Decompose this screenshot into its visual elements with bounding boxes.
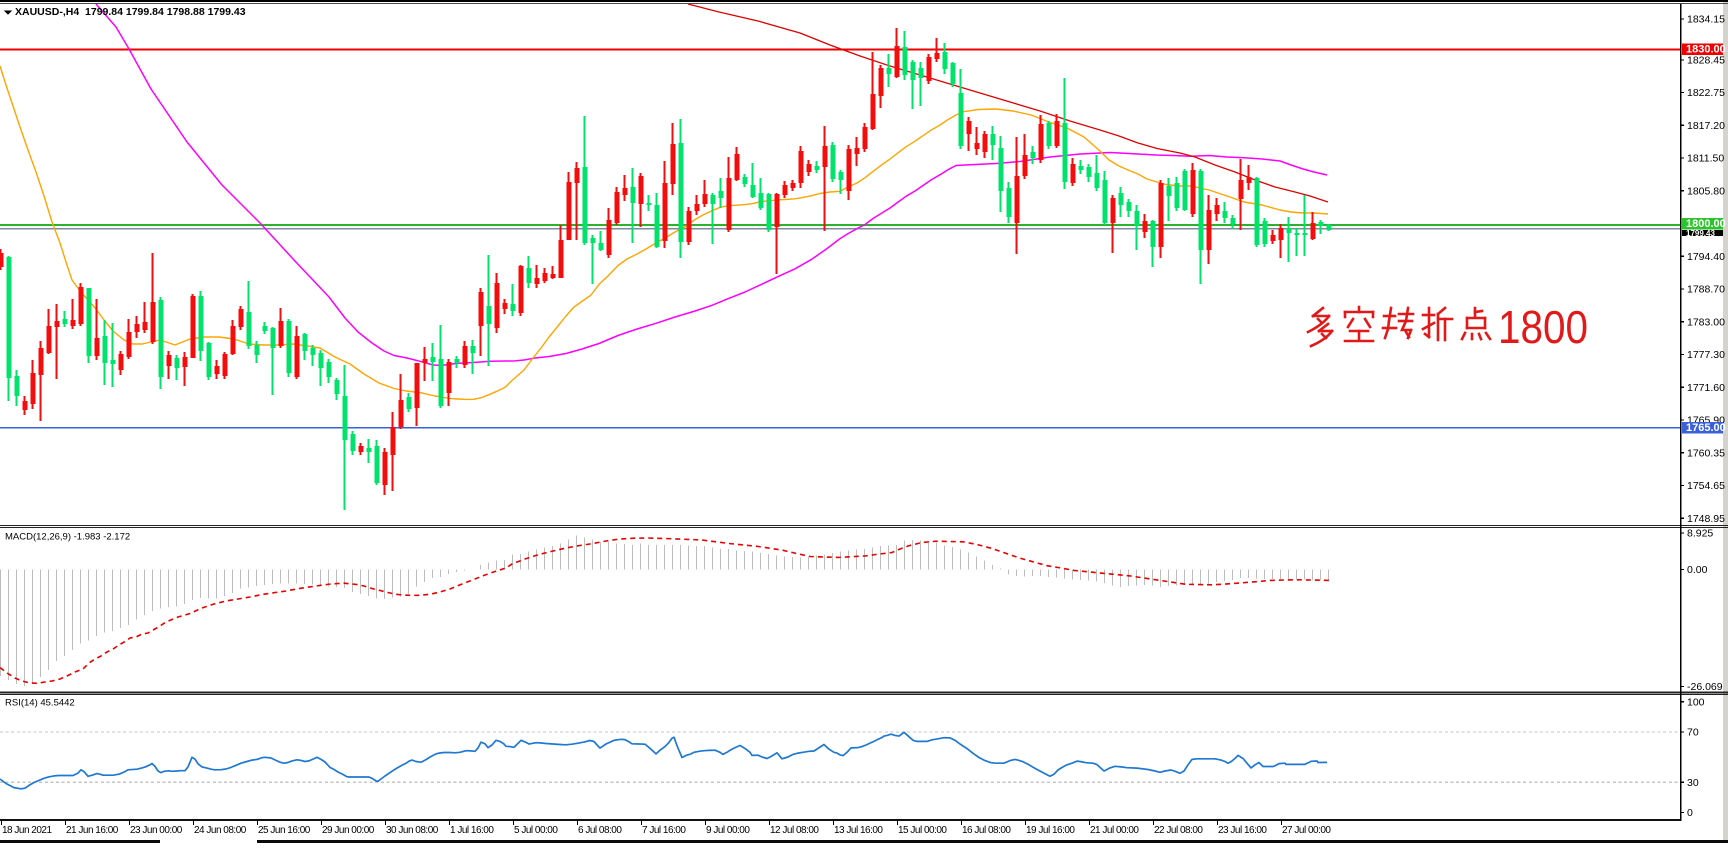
svg-text:24 Jun 08:00: 24 Jun 08:00 [194,825,247,836]
svg-text:70: 70 [1687,727,1699,739]
svg-text:15 Jul 00:00: 15 Jul 00:00 [898,825,947,836]
svg-text:23 Jun 00:00: 23 Jun 00:00 [130,825,183,836]
svg-text:1834.15: 1834.15 [1687,14,1725,26]
svg-text:1783.00: 1783.00 [1687,316,1725,328]
svg-text:-26.069: -26.069 [1687,681,1723,693]
svg-text:23 Jul 16:00: 23 Jul 16:00 [1218,825,1267,836]
svg-text:8.925: 8.925 [1687,528,1713,540]
svg-text:1794.40: 1794.40 [1687,251,1725,263]
svg-text:25 Jun 16:00: 25 Jun 16:00 [258,825,311,836]
svg-text:27 Jul 00:00: 27 Jul 00:00 [1282,825,1331,836]
svg-text:13 Jul 16:00: 13 Jul 16:00 [834,825,883,836]
svg-text:1765.00: 1765.00 [1686,422,1726,434]
svg-text:1800.00: 1800.00 [1686,218,1726,230]
svg-text:1805.80: 1805.80 [1687,185,1725,197]
svg-text:9 Jul 00:00: 9 Jul 00:00 [706,825,750,836]
svg-text:1754.65: 1754.65 [1687,480,1725,492]
svg-text:18 Jun 2021: 18 Jun 2021 [2,825,52,836]
svg-text:29 Jun 00:00: 29 Jun 00:00 [322,825,375,836]
svg-text:1811.50: 1811.50 [1687,153,1724,165]
svg-text:0: 0 [1687,807,1693,819]
svg-text:5 Jul 00:00: 5 Jul 00:00 [514,825,558,836]
svg-text:100: 100 [1687,696,1705,708]
svg-text:RSI(14) 45.5442: RSI(14) 45.5442 [5,698,75,709]
svg-text:1828.45: 1828.45 [1687,55,1725,67]
svg-text:16 Jul 08:00: 16 Jul 08:00 [962,825,1011,836]
svg-text:1788.70: 1788.70 [1687,284,1725,296]
svg-text:22 Jul 08:00: 22 Jul 08:00 [1154,825,1203,836]
svg-text:1800: 1800 [1498,301,1588,353]
svg-text:1 Jul 16:00: 1 Jul 16:00 [450,825,494,836]
svg-text:XAUUSD-,H4 1799.84 1799.84 17: XAUUSD-,H4 1799.84 1799.84 1798.88 1799.… [15,6,246,18]
svg-text:30: 30 [1687,777,1699,789]
svg-text:1771.60: 1771.60 [1687,382,1725,394]
svg-text:1777.30: 1777.30 [1687,349,1725,361]
svg-text:1748.95: 1748.95 [1687,513,1725,525]
svg-text:1830.00: 1830.00 [1686,44,1726,56]
svg-text:21 Jun 16:00: 21 Jun 16:00 [66,825,119,836]
svg-text:0.00: 0.00 [1687,564,1708,576]
svg-text:7 Jul 16:00: 7 Jul 16:00 [642,825,686,836]
svg-text:12 Jul 08:00: 12 Jul 08:00 [770,825,819,836]
svg-text:MACD(12,26,9) -1.983 -2.172: MACD(12,26,9) -1.983 -2.172 [5,532,130,543]
svg-text:30 Jun 08:00: 30 Jun 08:00 [386,825,439,836]
svg-text:1817.20: 1817.20 [1687,120,1725,132]
svg-text:19 Jul 16:00: 19 Jul 16:00 [1026,825,1075,836]
svg-text:1822.75: 1822.75 [1687,87,1725,99]
svg-text:1799.43: 1799.43 [1686,229,1715,238]
svg-text:1760.35: 1760.35 [1687,447,1725,459]
svg-text:21 Jul 00:00: 21 Jul 00:00 [1090,825,1139,836]
svg-text:6 Jul 08:00: 6 Jul 08:00 [578,825,622,836]
